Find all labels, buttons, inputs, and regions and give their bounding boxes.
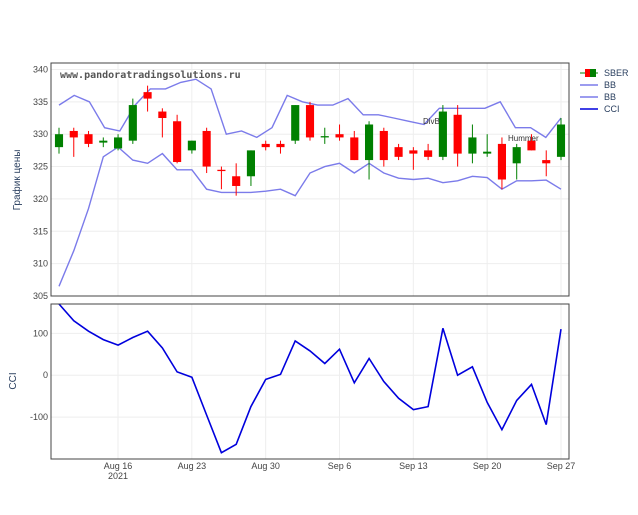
candle-body: [453, 114, 462, 154]
candle-body: [202, 130, 211, 167]
legend-item-sber[interactable]: SBER: [580, 68, 629, 78]
cci-tick-label: 100: [33, 328, 48, 338]
candle-body: [527, 140, 536, 151]
legend-item-bb-upper[interactable]: BB: [580, 80, 616, 90]
price-tick-label: 320: [33, 194, 48, 204]
candle-body: [69, 130, 78, 138]
price-tick-label: 340: [33, 64, 48, 74]
candle-body: [335, 134, 344, 138]
candle-body: [438, 111, 447, 157]
candle-body: [350, 137, 359, 161]
candle-body: [409, 150, 418, 154]
candle-body: [99, 140, 108, 143]
legend-sber-down-swatch: [585, 69, 590, 77]
candle-body: [468, 137, 477, 154]
candlesticks: [54, 85, 566, 196]
x-tick-label: Sep 6: [328, 461, 352, 471]
candle-body: [84, 134, 93, 144]
candle-body: [187, 140, 196, 151]
legend-item-bb-lower[interactable]: BB: [580, 92, 616, 102]
candle-body: [483, 151, 492, 154]
x-tick-label: Sep 20: [473, 461, 502, 471]
price-tick-label: 335: [33, 97, 48, 107]
price-y-axis: 305 310 315 320 325 330 335 340: [33, 64, 48, 301]
candle-body: [128, 105, 137, 141]
candle-body: [320, 136, 329, 138]
cci-plot-frame: [50, 303, 570, 460]
candle-body: [379, 130, 388, 161]
candle-body: [143, 92, 152, 99]
candle-body: [54, 134, 64, 148]
price-tick-label: 325: [33, 162, 48, 172]
candle-body: [542, 160, 551, 164]
legend-label-sber: SBER: [604, 68, 629, 78]
legend-label-cci: CCI: [604, 104, 620, 114]
x-tick-label: Sep 27: [547, 461, 576, 471]
candle-body: [217, 169, 226, 172]
candle-body: [276, 143, 285, 148]
candle-body: [364, 124, 374, 161]
cci-y-title: CCI: [8, 372, 19, 389]
x-tick-label: Sep 13: [399, 461, 428, 471]
candle-body: [512, 147, 521, 164]
candle-body: [497, 143, 507, 180]
legend-label-bb-upper: BB: [604, 80, 616, 90]
candle-body: [261, 143, 270, 148]
cci-y-axis: -100 0 100: [30, 328, 48, 422]
price-grid: [51, 63, 569, 297]
candle-body: [291, 105, 300, 141]
annotation-hummer: Hummer: [508, 134, 539, 143]
legend[interactable]: SBER BB BB CCI: [580, 68, 629, 114]
watermark: www.pandoratradingsolutions.ru: [60, 69, 241, 81]
price-plot-frame: [50, 62, 570, 297]
legend-item-cci[interactable]: CCI: [580, 104, 620, 114]
x-tick-label: Aug 16: [104, 461, 133, 471]
annotation-divb: DivB: [423, 117, 440, 126]
cci-tick-label: 0: [43, 370, 48, 380]
candle-body: [113, 137, 123, 149]
candle-body: [424, 150, 433, 157]
x-tick-label: Aug 23: [178, 461, 207, 471]
bb-lower-line: [58, 146, 562, 287]
cci-grid: [51, 304, 569, 459]
cci-line: [58, 303, 562, 454]
price-tick-label: 310: [33, 259, 48, 269]
price-tick-label: 315: [33, 226, 48, 236]
candle-body: [232, 176, 241, 186]
candle-body: [158, 111, 167, 119]
price-y-title: График цены: [11, 150, 23, 211]
x-tick-label: Aug 30: [251, 461, 280, 471]
candle-body: [556, 124, 566, 157]
candle-body: [305, 105, 315, 138]
x-axis: Aug 16 Aug 23 Aug 30 Sep 6 Sep 13 Sep 20 Sep 2…: [104, 461, 576, 481]
legend-label-bb-lower: BB: [604, 92, 616, 102]
candle-body: [173, 121, 182, 163]
cci-tick-label: -100: [30, 412, 48, 422]
candle-body: [394, 147, 403, 157]
x-year-label: 2021: [108, 471, 128, 481]
candle-body: [246, 150, 256, 177]
price-tick-label: 305: [33, 291, 48, 301]
price-tick-label: 330: [33, 129, 48, 139]
legend-sber-up-swatch: [590, 69, 596, 77]
cci-line-layer: [58, 303, 562, 454]
